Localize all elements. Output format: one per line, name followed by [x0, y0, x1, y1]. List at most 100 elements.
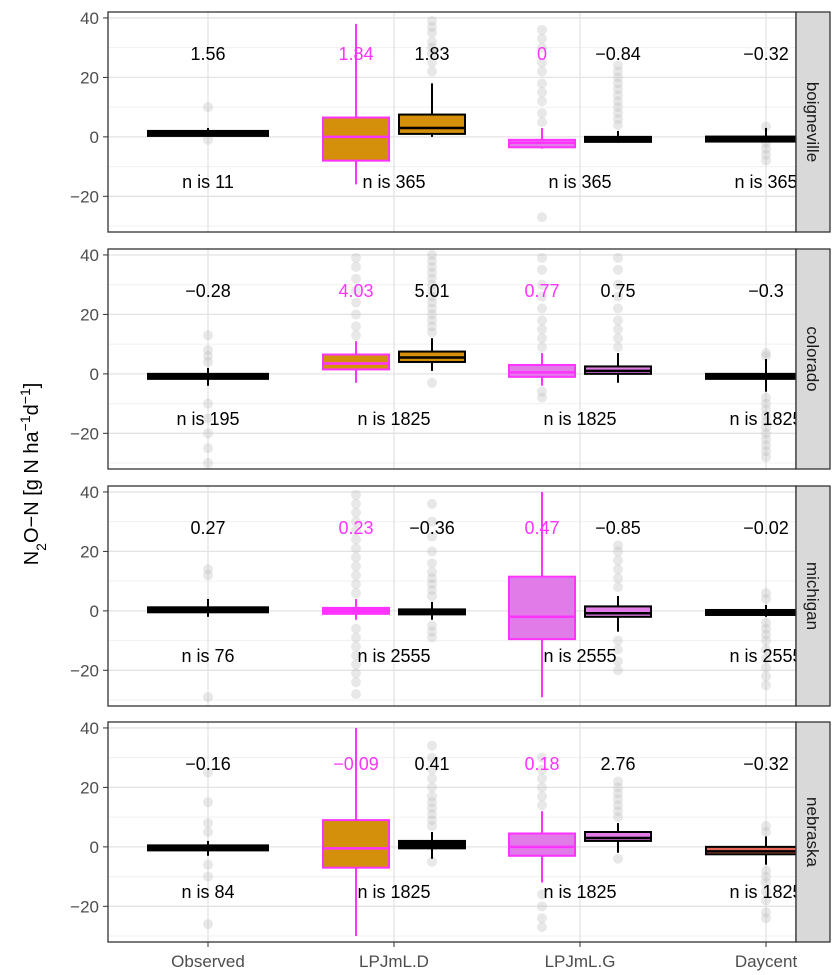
outlier-point: [613, 72, 623, 83]
count-annotation: n is 1825: [357, 882, 430, 902]
y-tick-label: 20: [80, 305, 99, 324]
outlier-point: [427, 585, 437, 596]
outlier-point: [537, 342, 547, 353]
outlier-point: [351, 534, 361, 545]
outlier-point: [351, 525, 361, 536]
mean-annotation: −0.32: [743, 754, 789, 774]
outlier-point: [761, 644, 771, 655]
outlier-point: [203, 871, 213, 882]
outlier-point: [427, 573, 437, 584]
facet-strip-label: boigneville: [803, 82, 822, 162]
box-observed: [147, 127, 269, 137]
facet-strip-label: colorado: [803, 326, 822, 391]
outlier-point: [351, 297, 361, 308]
mean-annotation: −0.09: [333, 754, 379, 774]
outlier-point: [537, 392, 547, 403]
box-observed: [147, 598, 269, 617]
box-body: [508, 832, 576, 857]
outlier-point: [613, 90, 623, 101]
outlier-point: [351, 273, 361, 284]
box-body: [508, 575, 576, 641]
facet-panels: −20 0 20 40 1.56 1.84 1.83 0 −0.84 −0.32 n is 11 n …: [70, 9, 831, 943]
outlier-point: [351, 252, 361, 263]
box-lpjml-d-left: [322, 341, 390, 383]
mean-annotation: 0.47: [524, 518, 559, 538]
y-tick-label: 0: [90, 128, 99, 147]
facet-strip: [795, 248, 831, 470]
outlier-point: [761, 422, 771, 433]
outlier-point: [203, 919, 213, 930]
box-observed: [147, 840, 269, 856]
outlier-point: [351, 650, 361, 661]
count-annotation: n is 365: [362, 172, 425, 192]
outlier-point: [537, 57, 547, 68]
outlier-point: [613, 546, 623, 557]
outlier-point: [613, 782, 623, 793]
outlier-point: [761, 440, 771, 451]
outlier-point: [427, 740, 437, 751]
outlier-point: [761, 907, 771, 918]
count-annotation: n is 84: [181, 882, 234, 902]
outlier-point: [613, 794, 623, 805]
box-lpjml-d-left: [322, 598, 390, 620]
mean-annotation: −0.84: [595, 44, 641, 64]
outlier-point: [351, 668, 361, 679]
box-lpjml-d-right: [398, 338, 466, 371]
outlier-point: [351, 330, 361, 341]
outlier-point: [427, 291, 437, 302]
outlier-point: [203, 692, 213, 703]
outlier-point: [613, 582, 623, 593]
outlier-point: [203, 134, 213, 145]
outlier-point: [613, 108, 623, 119]
outlier-point: [761, 629, 771, 640]
outlier-point: [761, 635, 771, 646]
outlier-point: [761, 865, 771, 876]
outlier-point: [761, 348, 771, 359]
outlier-point: [427, 498, 437, 509]
outlier-point: [427, 255, 437, 266]
outlier-point: [613, 853, 623, 864]
facet-panel-nebraska: −20 0 20 40 −0.16 −0.09 0.41 0.18 2.76 −0.32 n is …: [70, 719, 831, 943]
outlier-point: [761, 623, 771, 634]
mean-annotation: −0.32: [743, 44, 789, 64]
count-annotation: n is 2555: [543, 646, 616, 666]
outlier-point: [203, 351, 213, 362]
outlier-point: [613, 665, 623, 676]
outlier-point: [761, 398, 771, 409]
facet-panel-michigan: −20 0 20 40 0.27 0.23 −0.36 0.47 −0.85 −0.02 n is …: [70, 483, 831, 707]
outlier-point: [537, 333, 547, 344]
outlier-point: [351, 285, 361, 296]
outlier-point: [761, 155, 771, 166]
count-annotation: n is 195: [176, 409, 239, 429]
facet-strip: [795, 485, 831, 707]
mean-annotation: 1.84: [338, 44, 373, 64]
outlier-point: [427, 579, 437, 590]
outlier-point: [203, 398, 213, 409]
outlier-point: [613, 635, 623, 646]
outlier-point: [351, 689, 361, 700]
facet-strip-label: nebraska: [803, 797, 822, 867]
outlier-point: [613, 78, 623, 89]
outlier-point: [761, 121, 771, 132]
outlier-point: [537, 78, 547, 89]
box-observed: [147, 367, 269, 386]
count-annotation: n is 2555: [729, 646, 802, 666]
outlier-point: [761, 416, 771, 427]
outlier-point: [537, 922, 547, 933]
mean-annotation: −0.3: [748, 281, 784, 301]
outlier-point: [761, 617, 771, 628]
x-axis: Observed LPJmL.D LPJmL.G Daycent: [171, 942, 797, 971]
outlier-point: [351, 641, 361, 652]
outlier-point: [427, 546, 437, 557]
outlier-point: [427, 327, 437, 338]
box-lpjml-g-right: [584, 596, 652, 632]
outlier-point: [427, 249, 437, 260]
outlier-point: [203, 818, 213, 829]
mean-annotation: −0.28: [185, 281, 231, 301]
outlier-point: [427, 273, 437, 284]
outlier-point: [761, 392, 771, 403]
mean-annotation: 5.01: [414, 281, 449, 301]
facet-strip: [795, 721, 831, 943]
y-tick-label: 0: [90, 838, 99, 857]
y-tick-label: 20: [80, 68, 99, 87]
